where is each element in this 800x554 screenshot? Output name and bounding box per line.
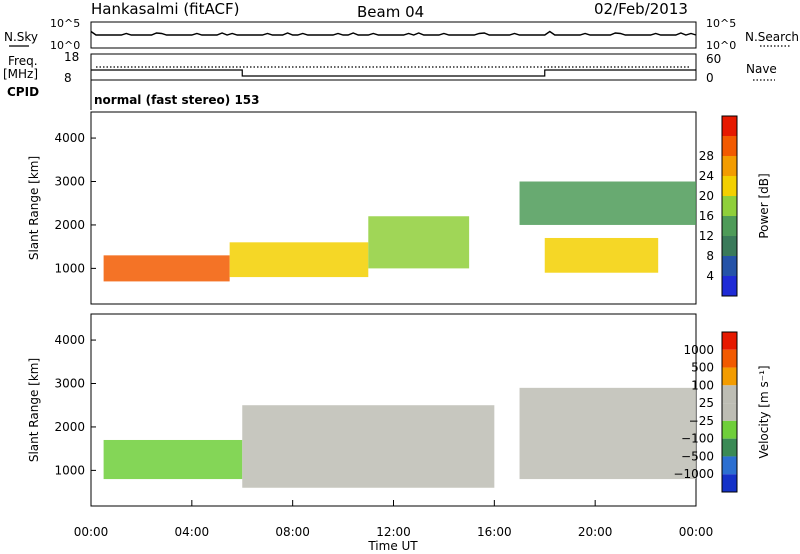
- colorbar-tick-label: 100: [691, 378, 714, 392]
- nsearch-tick-top: 10^5: [706, 17, 736, 30]
- colorbar-segment: [722, 236, 737, 256]
- colorbar-frame: [721, 115, 738, 297]
- time-axis: 00:00 04:00 08:00 12:00 16:00 20:00 00:00: [74, 500, 714, 539]
- nsearch-label: N.Search: [745, 30, 799, 44]
- colorbar-segment: [722, 403, 737, 421]
- colorbar-segment: [722, 474, 737, 492]
- nsky-trace: [90, 30, 697, 36]
- freq-tick-bottom: 8: [64, 71, 72, 85]
- x-tick-label: 12:00: [376, 525, 411, 539]
- x-tick-label: 16:00: [477, 525, 512, 539]
- y-tick-label: 4000: [54, 333, 85, 347]
- colorbar-tick-label: 25: [699, 396, 714, 410]
- colorbar-label: Velocity [m s⁻¹]: [757, 365, 771, 458]
- colorbar-tick-label: 4: [706, 269, 714, 283]
- y-axis-label: Slant Range [km]: [27, 358, 41, 462]
- colorbar-tick-label: −25: [689, 414, 714, 428]
- y-tick-label: 1000: [54, 261, 85, 275]
- colorbar-segment: [722, 216, 737, 236]
- echo-region: [103, 439, 243, 480]
- date-label: 02/Feb/2013: [594, 0, 688, 18]
- station-title: Hankasalmi (fitACF): [91, 0, 239, 18]
- power-panel: 1000 2000 3000 4000 Slant Range [km] 4 8 12 16 20…: [27, 111, 771, 305]
- nsky-tick-bottom: 10^0: [50, 39, 80, 52]
- y-tick-label: 2000: [54, 420, 85, 434]
- colorbar-segment: [722, 456, 737, 475]
- x-tick-label: 04:00: [175, 525, 210, 539]
- colorbar-segment: [722, 116, 737, 136]
- colorbar-tick-label: 16: [699, 209, 714, 223]
- colorbar-tick-label: 12: [699, 229, 714, 243]
- colorbar-segment: [722, 367, 737, 386]
- colorbar-tick-label: 8: [706, 249, 714, 263]
- echo-region: [519, 181, 696, 225]
- echo-region: [229, 242, 369, 278]
- nave-tick-top: 60: [706, 52, 721, 66]
- freq-trace: [91, 69, 696, 77]
- cpid-text: normal (fast stereo) 153: [94, 93, 260, 107]
- y-axis-label: Slant Range [km]: [27, 156, 41, 260]
- echo-region: [519, 387, 696, 480]
- colorbar-segment: [722, 438, 737, 457]
- x-tick-label: 00:00: [679, 525, 714, 539]
- colorbar-tick-label: 20: [699, 189, 714, 203]
- echo-region: [103, 255, 230, 282]
- colorbar-segment: [722, 420, 737, 439]
- colorbar-segment: [722, 176, 737, 196]
- colorbar-tick-label: −500: [681, 449, 714, 463]
- colorbar-segment: [722, 156, 737, 176]
- colorbar-label: Power [dB]: [757, 173, 771, 238]
- echo-region: [368, 216, 470, 269]
- y-tick-label: 1000: [54, 463, 85, 477]
- colorbar-tick-label: 24: [699, 169, 714, 183]
- nave-tick-bottom: 0: [706, 71, 714, 85]
- x-tick-label: 00:00: [74, 525, 109, 539]
- cpid-label: CPID: [7, 85, 39, 99]
- nsky-tick-top: 10^5: [50, 17, 80, 30]
- colorbar-segment: [722, 136, 737, 156]
- y-tick-label: 4000: [54, 131, 85, 145]
- colorbar-segment: [722, 332, 737, 350]
- colorbar-segment: [722, 385, 737, 404]
- colorbar-segment: [722, 276, 737, 296]
- y-tick-label: 3000: [54, 175, 85, 189]
- freq-unit-label: [MHz]: [3, 67, 38, 81]
- colorbar-frame: [721, 331, 738, 493]
- nave-label: Nave: [746, 62, 777, 76]
- echo-region: [544, 237, 659, 273]
- echo-region: [242, 405, 495, 488]
- nsky-label: N.Sky: [4, 30, 38, 44]
- x-axis-label: Time UT: [367, 539, 418, 553]
- colorbar-tick-label: −1000: [673, 467, 714, 481]
- y-tick-label: 2000: [54, 218, 85, 232]
- colorbar-tick-label: 1000: [683, 343, 714, 357]
- freq-tick-top: 18: [64, 50, 79, 64]
- freq-label: Freq.: [8, 54, 38, 68]
- x-tick-label: 20:00: [578, 525, 613, 539]
- colorbar-tick-label: 500: [691, 361, 714, 375]
- freq-panel: [90, 53, 697, 81]
- nsearch-tick-bottom: 10^0: [706, 39, 736, 52]
- colorbar-tick-label: −100: [681, 432, 714, 446]
- y-tick-label: 3000: [54, 377, 85, 391]
- beam-label: Beam 04: [357, 3, 424, 21]
- x-tick-label: 08:00: [275, 525, 310, 539]
- colorbar-segment: [722, 196, 737, 216]
- colorbar-segment: [722, 256, 737, 276]
- colorbar-segment: [722, 349, 737, 368]
- colorbar-tick-label: 28: [699, 149, 714, 163]
- velocity-panel: 1000 2000 3000 4000 Slant Range [km] 1000 500 1…: [27, 313, 771, 507]
